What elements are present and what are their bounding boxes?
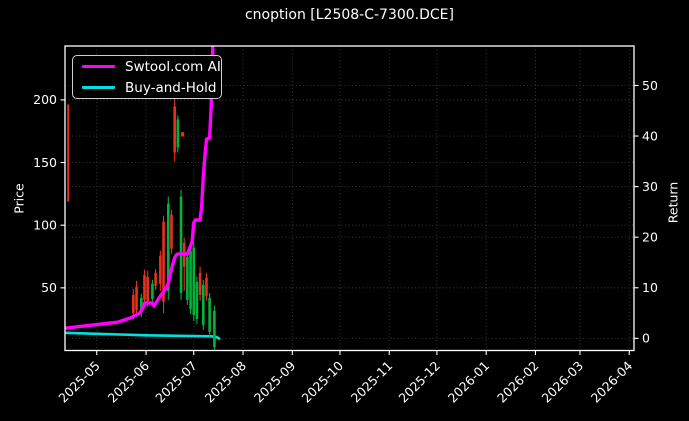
candle-body — [198, 272, 202, 295]
candle-body — [143, 274, 146, 300]
left-axis-label: Price — [11, 183, 27, 214]
ai-return-line — [65, 46, 215, 330]
candle-body — [195, 281, 199, 319]
return-tick-label: 40 — [642, 128, 658, 143]
ai-line-swatch — [82, 64, 115, 69]
candle-body — [146, 276, 149, 301]
candle-body — [167, 203, 170, 291]
candle-body — [201, 284, 205, 325]
buy-hold-line — [65, 331, 221, 340]
candle-body — [162, 221, 165, 302]
legend-item-buy-hold: Buy-and-Hold — [73, 79, 221, 97]
legend-label-buy-hold: Buy-and-Hold — [125, 79, 217, 96]
candle-body — [189, 250, 192, 309]
return-tick-label: 0 — [642, 331, 650, 346]
return-tick-label: 10 — [642, 280, 658, 295]
data-layer — [65, 46, 221, 350]
candle-body — [151, 283, 154, 299]
legend-label-ai: Swtool.com AI — [125, 58, 221, 75]
return-tick-label: 50 — [642, 78, 658, 93]
candle-body — [192, 247, 196, 315]
price-tick-label: 50 — [41, 280, 57, 295]
return-tick-label: 20 — [642, 229, 658, 244]
candle-body — [208, 297, 211, 332]
price-tick-label: 100 — [33, 217, 57, 232]
candle-body — [139, 297, 143, 312]
candle-body — [132, 294, 135, 313]
candle-body — [135, 286, 138, 310]
chart-title: cnoption [L2508-C-7300.DCE] — [244, 7, 454, 23]
price-tick-label: 200 — [33, 92, 57, 107]
candle-body — [154, 272, 157, 286]
candle-body — [179, 196, 183, 293]
candle-body — [213, 310, 216, 347]
candle-body — [159, 255, 162, 284]
return-tick-label: 30 — [642, 179, 658, 194]
candle-body — [186, 256, 189, 300]
right-axis-label: Return — [665, 181, 681, 224]
candle-body — [205, 277, 208, 296]
candle-body — [170, 214, 173, 249]
price-tick-label: 150 — [33, 155, 57, 170]
legend: Swtool.com AI Buy-and-Hold — [72, 55, 222, 99]
buy-hold-line-swatch — [82, 85, 115, 90]
candle-body — [173, 106, 176, 153]
legend-item-ai: Swtool.com AI — [73, 58, 221, 76]
candle-mark — [181, 132, 185, 137]
candle-body — [176, 119, 180, 148]
plot-frame — [64, 45, 635, 352]
